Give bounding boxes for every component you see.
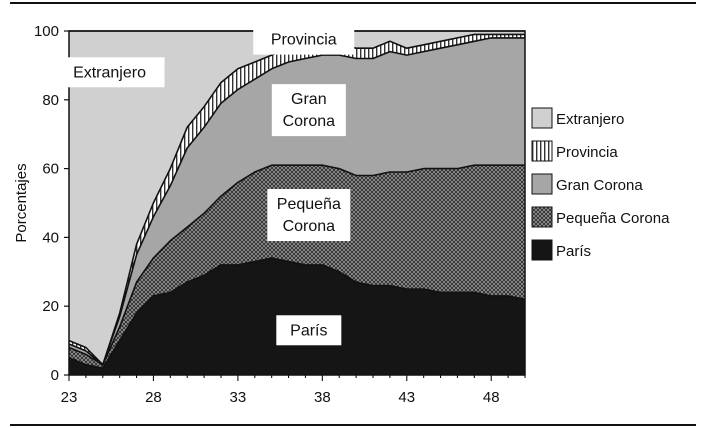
- y-tick-label: 80: [42, 92, 59, 109]
- legend-swatch: [531, 173, 553, 195]
- annotation-box: [54, 57, 165, 88]
- annotation-text: Corona: [283, 113, 336, 130]
- legend-item-paris: París: [531, 239, 591, 261]
- area-pequena-corona: [69, 165, 525, 369]
- legend-label: Pequeña Corona: [556, 210, 670, 227]
- annotation-pequena-corona: Pequeña Corona: [267, 189, 351, 242]
- legend-swatch: [531, 107, 553, 129]
- x-axis: 23 28 33 38 43 48: [61, 375, 526, 406]
- y-tick-label: 100: [34, 23, 59, 40]
- x-tick-label: 48: [483, 389, 500, 406]
- legend-item-provincia: Provincia: [531, 140, 618, 162]
- annotation-extranjero: Extranjero: [54, 57, 165, 88]
- annotation-text: Extranjero: [73, 64, 146, 81]
- legend-item-gran-corona: Gran Corona: [531, 173, 643, 195]
- legend-label: Provincia: [556, 144, 618, 161]
- boundary-paris: [68, 257, 526, 369]
- x-tick-label: 43: [398, 389, 415, 406]
- x-tick-label: 28: [145, 389, 162, 406]
- annotation-box: [271, 84, 346, 137]
- annotation-paris: París: [276, 315, 342, 346]
- annotation-provincia: Provincia: [253, 24, 355, 55]
- area-annotations: Extranjero Provincia Gran Corona Pequeña Coro…: [54, 24, 355, 346]
- x-tick-label: 33: [230, 389, 247, 406]
- annotation-text: Pequeña: [277, 196, 341, 213]
- x-tick-label: 38: [314, 389, 331, 406]
- area-extranjero: [69, 31, 525, 365]
- legend-swatch: [531, 140, 553, 162]
- annotation-box: [276, 315, 342, 346]
- annotation-box: [267, 189, 351, 242]
- legend: Extranjero Provincia Gran Corona Pequeña Co…: [531, 107, 670, 261]
- annotation-text: Corona: [283, 218, 336, 235]
- annotation-gran-corona: Gran Corona: [271, 84, 346, 137]
- legend-swatch: [531, 206, 553, 228]
- boundary-gran-corona: [68, 37, 525, 366]
- annotation-box: [253, 24, 355, 55]
- x-tick-label: 23: [61, 389, 78, 406]
- y-tick-label: 60: [42, 161, 59, 178]
- annotation-text: Provincia: [271, 32, 337, 49]
- legend-item-extranjero: Extranjero: [531, 107, 624, 129]
- annotation-text: París: [290, 322, 327, 339]
- y-axis: 0 20 40 60 80 100: [34, 23, 69, 384]
- y-axis-label: Porcentajes: [13, 163, 30, 242]
- legend-label: París: [556, 243, 591, 260]
- legend-label: Extranjero: [556, 111, 624, 128]
- area-provincia: [69, 34, 525, 365]
- y-tick-label: 20: [42, 298, 59, 315]
- legend-item-pequena-corona: Pequeña Corona: [531, 206, 670, 228]
- area-gran-corona: [69, 37, 525, 365]
- legend-label: Gran Corona: [556, 177, 643, 194]
- boundary-pequena-corona: [68, 164, 525, 366]
- y-tick-label: 0: [51, 367, 59, 384]
- annotation-text: Gran: [291, 91, 327, 108]
- y-tick-label: 40: [42, 229, 59, 246]
- legend-swatch: [531, 239, 553, 261]
